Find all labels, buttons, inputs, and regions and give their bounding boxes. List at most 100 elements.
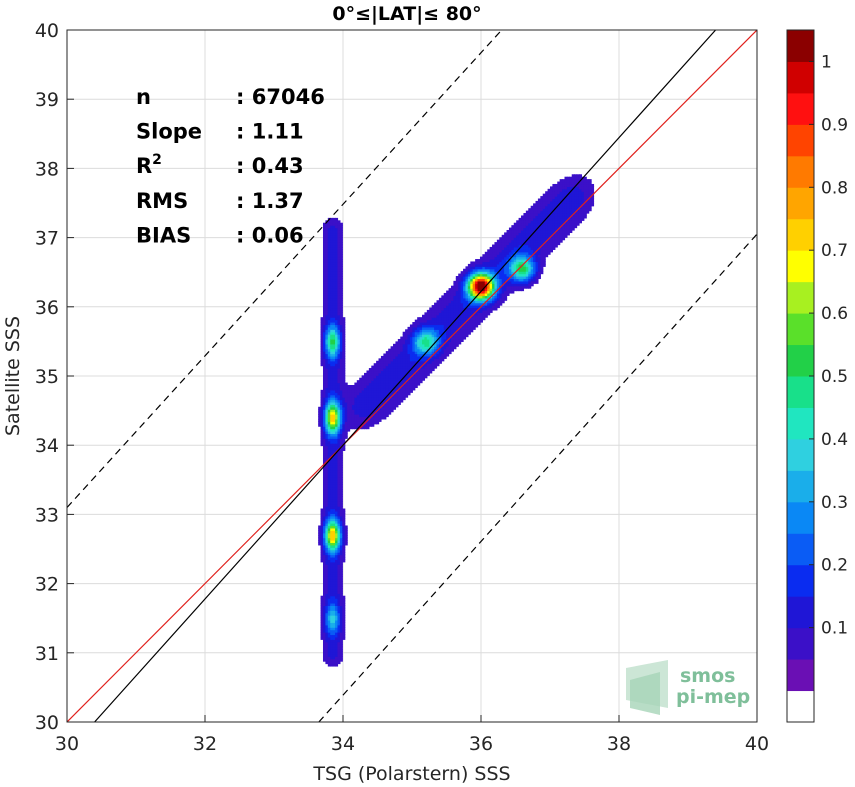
density-cell	[322, 496, 326, 500]
density-cell	[550, 229, 554, 234]
density-cell	[325, 615, 329, 619]
density-cell	[402, 372, 406, 376]
density-cell	[489, 292, 493, 296]
density-cell	[523, 259, 527, 263]
density-cell	[547, 242, 551, 246]
density-cell	[322, 355, 326, 359]
density-cell	[337, 571, 341, 575]
density-cell	[487, 273, 491, 277]
density-cell	[574, 181, 578, 185]
density-cell	[330, 634, 334, 638]
density-cell	[467, 285, 471, 289]
density-cell	[566, 196, 570, 200]
density-cell	[327, 312, 331, 316]
density-cell	[361, 375, 365, 379]
density-cell	[414, 377, 418, 381]
density-cell	[521, 242, 525, 246]
density-cell	[318, 535, 322, 539]
density-cell	[332, 261, 336, 265]
density-cell	[388, 360, 392, 364]
density-cell	[376, 392, 380, 396]
density-cell	[325, 498, 329, 502]
density-cell	[472, 266, 476, 270]
colorbar-tick-label: 0.4	[821, 430, 848, 450]
density-cell	[540, 263, 544, 267]
density-cell	[540, 225, 544, 229]
density-cell	[332, 540, 336, 544]
density-cell	[458, 331, 462, 335]
density-cell	[339, 569, 343, 573]
density-cell	[501, 276, 505, 280]
density-cell	[477, 314, 481, 318]
density-cell	[494, 251, 498, 255]
density-cell	[521, 234, 525, 238]
density-cell	[325, 469, 329, 473]
density-cell	[322, 326, 326, 330]
density-cell	[504, 266, 508, 270]
density-cell	[492, 268, 496, 272]
density-cell	[400, 397, 404, 401]
density-cell	[566, 198, 570, 202]
density-cell	[412, 380, 416, 384]
density-cell	[320, 409, 324, 413]
density-cell	[533, 227, 537, 231]
density-cell	[325, 619, 329, 623]
density-cell	[489, 283, 493, 287]
density-cell	[332, 661, 336, 665]
density-cell	[332, 566, 336, 570]
density-cell	[533, 210, 537, 214]
density-cell	[535, 271, 539, 275]
density-cell	[325, 368, 329, 372]
density-cell	[337, 249, 341, 253]
density-cell	[472, 283, 476, 287]
density-cell	[458, 305, 462, 309]
density-cell	[330, 588, 334, 592]
density-cell	[409, 331, 413, 335]
density-cell	[325, 302, 329, 306]
density-cell	[322, 389, 326, 393]
density-cell	[388, 358, 392, 362]
density-cell	[322, 619, 326, 623]
density-cell	[325, 433, 329, 437]
density-cell	[550, 222, 554, 226]
density-cell	[448, 322, 452, 326]
density-cell	[540, 256, 544, 260]
density-cell	[508, 271, 512, 275]
density-cell	[426, 346, 430, 350]
density-cell	[429, 351, 433, 355]
density-cell	[342, 598, 346, 602]
density-cell	[349, 423, 353, 427]
density-cell	[414, 368, 418, 372]
density-cell	[339, 610, 343, 614]
density-cell	[562, 215, 566, 219]
density-cell	[557, 232, 561, 236]
density-cell	[402, 360, 406, 364]
density-cell	[327, 443, 331, 447]
density-cell	[339, 549, 343, 553]
colorbar-segment	[787, 218, 814, 251]
density-cell	[393, 355, 397, 359]
density-cell	[455, 326, 459, 330]
density-cell	[458, 322, 462, 326]
density-cell	[335, 336, 339, 340]
density-cell	[320, 440, 324, 444]
density-cell	[537, 244, 541, 248]
density-cell	[325, 283, 329, 287]
density-cell	[530, 268, 534, 272]
density-cell	[562, 205, 566, 209]
density-cell	[339, 586, 343, 590]
density-cell	[407, 355, 411, 359]
density-cell	[409, 353, 413, 357]
density-cell	[335, 314, 339, 318]
density-cell	[322, 629, 326, 633]
density-cell	[322, 283, 326, 287]
density-cell	[332, 276, 336, 280]
density-cell	[566, 232, 570, 236]
density-cell	[380, 389, 384, 393]
density-cell	[443, 319, 447, 323]
density-cell	[419, 372, 423, 376]
density-cell	[330, 217, 334, 221]
density-cell	[479, 273, 483, 277]
density-cell	[542, 196, 546, 200]
density-cell	[330, 246, 334, 250]
